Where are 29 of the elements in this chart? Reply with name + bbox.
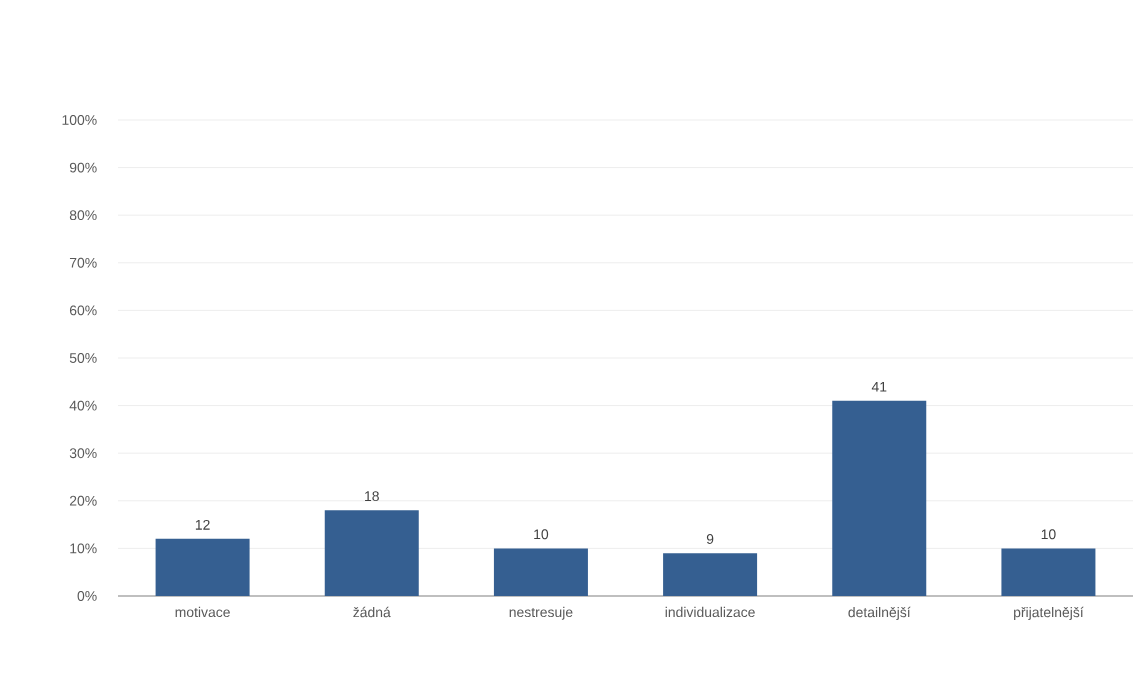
y-tick-label: 70%: [69, 257, 97, 268]
bar: [663, 553, 758, 596]
data-label: 10: [534, 529, 549, 540]
bar: [155, 538, 250, 596]
x-tick-label: motivace: [175, 606, 230, 618]
bar: [493, 548, 588, 596]
y-tick-label: 100%: [62, 115, 97, 125]
y-tick-label: 50%: [69, 353, 97, 363]
x-tick-label: žádná: [353, 606, 391, 618]
y-tick-label: 40%: [69, 400, 97, 411]
bar: [324, 510, 419, 596]
x-tick-label: přijatelnější: [1014, 606, 1084, 620]
y-tick-label: 20%: [69, 495, 97, 506]
y-tick-label: 0%: [77, 591, 97, 601]
y-tick-label: 10%: [70, 543, 97, 554]
y-tick-label: 30%: [69, 448, 97, 459]
data-label: 12: [195, 519, 210, 530]
x-tick-label: nestresuje: [509, 606, 573, 620]
y-tick-label: 80%: [69, 210, 97, 221]
data-label: 10: [1041, 529, 1056, 540]
data-label: 9: [706, 534, 714, 544]
data-label: 18: [365, 491, 379, 502]
data-label: 41: [871, 382, 887, 392]
y-tick-label: 90%: [69, 162, 97, 173]
bar: [832, 400, 927, 596]
x-tick-label: individualizace: [665, 606, 755, 618]
y-tick-label: 60%: [69, 305, 97, 316]
bar: [1001, 548, 1096, 596]
x-tick-label: detailnější: [848, 606, 911, 620]
